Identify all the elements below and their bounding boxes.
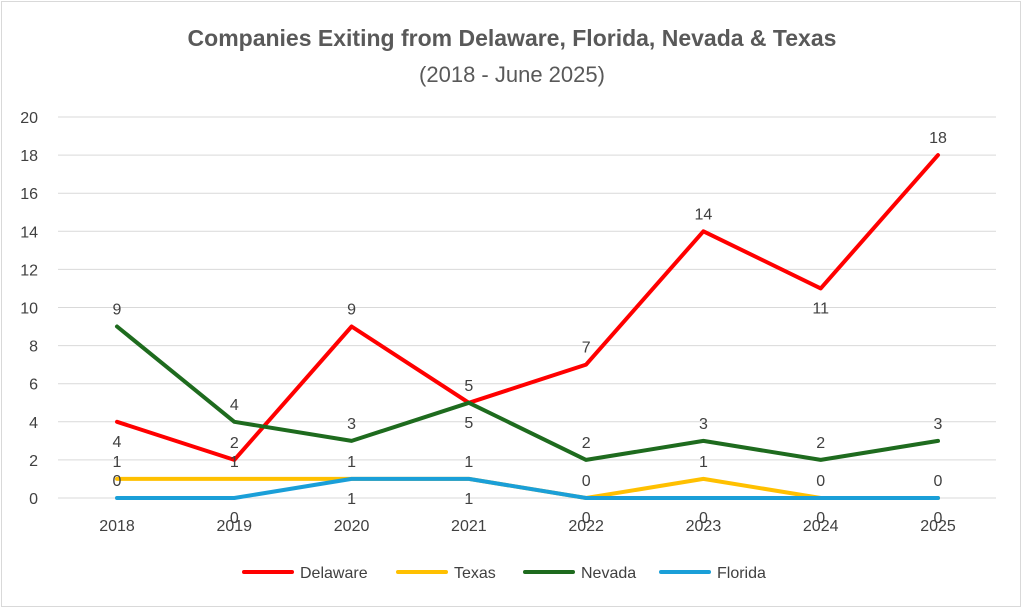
- data-label-nevada: 3: [699, 416, 708, 433]
- data-label-delaware: 14: [695, 206, 713, 223]
- y-tick-label: 16: [20, 186, 38, 203]
- y-tick-label: 4: [29, 415, 38, 432]
- data-label-texas: 1: [464, 454, 473, 471]
- x-axis-tick-labels: 2018 2019 2020 2021 2022 2023 2024 2025: [99, 518, 956, 535]
- data-label-florida: 0: [699, 510, 708, 527]
- data-label-nevada: 4: [230, 397, 239, 414]
- legend-label-nevada: Nevada: [581, 565, 636, 582]
- y-tick-label: 6: [29, 377, 38, 394]
- data-label-florida: 0: [582, 510, 591, 527]
- y-tick-label: 8: [29, 339, 38, 356]
- data-label-nevada: 2: [582, 435, 591, 452]
- data-label-florida: 1: [464, 491, 473, 508]
- x-tick-label: 2021: [451, 518, 487, 535]
- y-tick-label: 14: [20, 224, 38, 241]
- series-line-nevada: [115, 324, 940, 462]
- x-tick-label: 2022: [568, 518, 604, 535]
- data-label-delaware: 4: [113, 434, 122, 451]
- chart-title: Companies Exiting from Delaware, Florida…: [188, 25, 837, 51]
- chart-subtitle: (2018 - June 2025): [419, 62, 605, 87]
- y-tick-label: 10: [20, 301, 38, 318]
- data-label-texas: 1: [347, 454, 356, 471]
- legend-label-texas: Texas: [454, 565, 496, 582]
- data-label-florida: 0: [934, 510, 943, 527]
- data-label-texas: 1: [230, 454, 239, 471]
- legend-label-florida: Florida: [717, 565, 766, 582]
- x-tick-label: 2020: [334, 518, 370, 535]
- y-tick-label: 18: [20, 148, 38, 165]
- data-label-nevada: 3: [347, 416, 356, 433]
- data-label-texas: 0: [816, 473, 825, 490]
- y-tick-label: 12: [20, 262, 38, 279]
- data-label-texas: 0: [582, 473, 591, 490]
- data-label-delaware: 7: [582, 340, 591, 357]
- y-tick-label: 20: [20, 110, 38, 127]
- x-tick-label: 2023: [686, 518, 722, 535]
- data-label-texas: 0: [934, 473, 943, 490]
- legend-label-delaware: Delaware: [300, 565, 368, 582]
- x-tick-label: 2024: [803, 518, 839, 535]
- data-label-nevada: 3: [934, 416, 943, 433]
- x-tick-label: 2025: [920, 518, 956, 535]
- y-tick-label: 0: [29, 491, 38, 508]
- data-label-delaware: 5: [464, 415, 473, 432]
- data-label-delaware: 18: [929, 130, 947, 147]
- data-label-texas: 1: [699, 454, 708, 471]
- data-label-delaware: 11: [812, 300, 829, 317]
- series-line-florida: [115, 476, 940, 500]
- data-label-texas: 1: [113, 454, 122, 471]
- y-axis-tick-labels: 0 2 4 6 8 10 12 14 16 18 20: [20, 110, 38, 508]
- data-label-nevada: 9: [113, 302, 122, 319]
- data-label-florida: 0: [816, 510, 825, 527]
- data-label-florida: 1: [347, 491, 356, 508]
- data-label-delaware: 2: [230, 435, 239, 452]
- y-tick-label: 2: [29, 453, 38, 470]
- data-label-florida: 0: [230, 510, 239, 527]
- series-lines: [115, 153, 940, 500]
- data-label-delaware: 9: [347, 302, 356, 319]
- x-tick-label: 2018: [99, 518, 135, 535]
- x-tick-label: 2019: [216, 518, 252, 535]
- data-label-nevada: 5: [464, 378, 473, 395]
- series-line-delaware: [115, 153, 940, 462]
- gridlines: [58, 116, 996, 499]
- data-label-florida: 0: [113, 473, 122, 490]
- data-label-nevada: 2: [816, 435, 825, 452]
- legend: Delaware Texas Nevada Florida: [242, 565, 766, 582]
